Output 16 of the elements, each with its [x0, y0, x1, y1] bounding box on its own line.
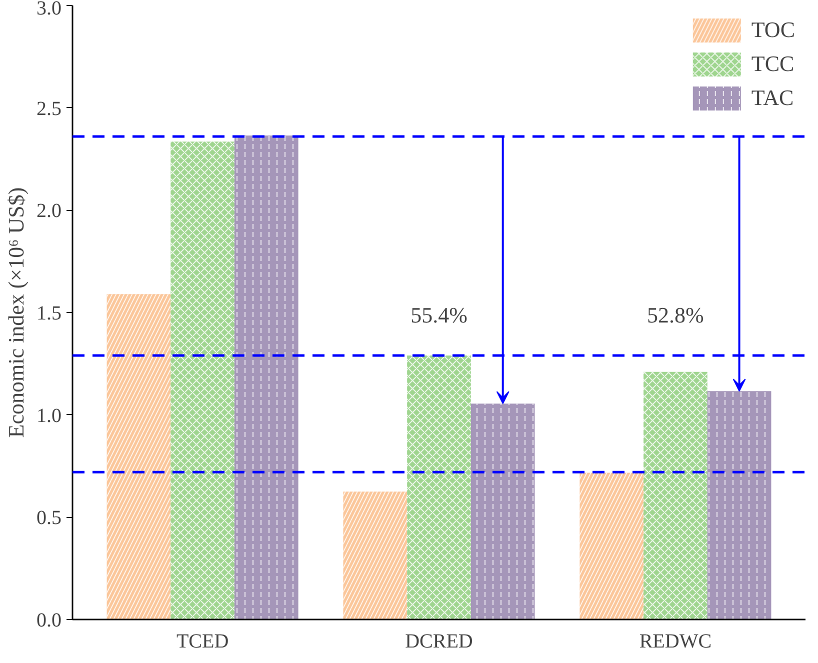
x-tick-label: DCRED: [405, 630, 473, 652]
y-tick-label: 1.5: [36, 302, 62, 324]
legend-label: TAC: [751, 85, 794, 111]
y-tick-label: 0.5: [36, 507, 62, 530]
y-tick-label: 3.0: [36, 0, 62, 20]
x-tick-label: REDWC: [639, 630, 712, 652]
legend-label: TCC: [751, 51, 794, 77]
y-axis-title: Economic index (×10⁶ US$): [4, 187, 28, 438]
y-tick-label: 1.0: [36, 404, 62, 427]
y-tick-label: 2.5: [36, 98, 62, 120]
y-tick-label: 2.0: [36, 200, 62, 222]
legend-label: TOC: [751, 17, 795, 43]
annotation: 55.4%: [410, 302, 468, 328]
y-tick-label: 0.0: [36, 610, 62, 632]
annotation: 52.8%: [647, 302, 704, 328]
x-tick-label: TCED: [176, 630, 229, 652]
